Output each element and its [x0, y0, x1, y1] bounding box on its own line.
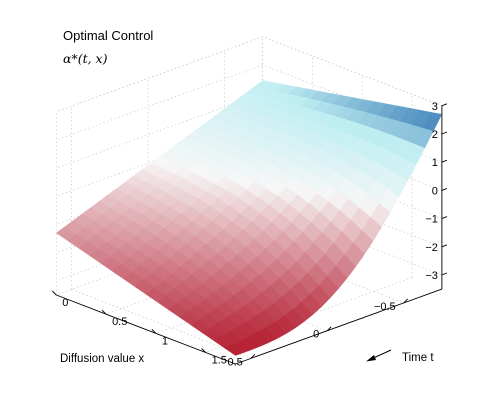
x-axis-line: [235, 288, 443, 365]
t-tick-mark: [151, 329, 157, 334]
box-edge: [262, 36, 443, 107]
axis-lines: [51, 103, 448, 365]
t-tick-label: 0.5: [112, 316, 127, 328]
t-tick-label: 0: [62, 297, 68, 309]
floor-grid-line: [71, 289, 251, 359]
z-tick-mark: [441, 103, 448, 107]
box-edge: [56, 36, 263, 113]
x-tick-label: −0.5: [374, 301, 396, 313]
z-tick-mark: [441, 216, 448, 220]
x-tick-labels: −0.5 0 0.5: [227, 301, 395, 368]
z-tick-label: −2: [425, 242, 438, 254]
z-tick-label: −1: [425, 214, 438, 226]
surface-patch: [224, 343, 245, 356]
z-tick-label: 3: [432, 101, 438, 113]
z-tick-mark: [441, 159, 448, 163]
surface-plot: [56, 80, 443, 356]
t-tick-labels: 0 0.5 1 1.5: [62, 297, 227, 367]
floor-grid-line: [205, 277, 413, 353]
t-tick-label: 1: [162, 335, 168, 347]
z-tick-label: −3: [425, 270, 438, 282]
chart-subtitle: α*(t, x): [63, 51, 108, 66]
arrow-icon: [366, 349, 392, 362]
z-tick-mark: [441, 131, 448, 135]
x-tick-mark: [403, 298, 408, 304]
t-tick-label: 1.5: [212, 355, 227, 367]
z-tick-label: 0: [432, 185, 438, 197]
z-tick-label: 1: [432, 157, 438, 169]
z-tick-mark: [441, 187, 448, 191]
t-tick-mark: [101, 309, 107, 315]
x-axis-label: Diffusion value x: [60, 353, 144, 365]
z-tick-mark: [441, 272, 448, 276]
x-tick-label: 0.5: [227, 356, 242, 368]
t-tick-mark: [201, 348, 206, 353]
z-tick-label: 2: [432, 129, 438, 141]
t-tick-mark: [51, 290, 57, 296]
t-axis-label: Time t: [402, 352, 434, 364]
x-tick-mark: [326, 326, 332, 332]
z-tick-labels: 3 2 1 0 −1 −2 −3: [425, 101, 438, 282]
wall-grid-line: [56, 64, 263, 141]
chart-title: Optimal Control: [63, 28, 153, 43]
x-tick-label: 0: [313, 329, 319, 341]
x-tick-mark: [250, 354, 256, 359]
z-tick-mark: [441, 244, 448, 248]
